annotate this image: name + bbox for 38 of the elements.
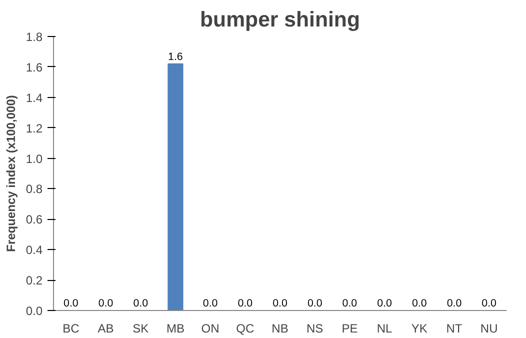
- y-tick-label: 1.0: [26, 152, 43, 166]
- data-label: 0.0: [202, 298, 218, 310]
- y-tick-label: 0.8: [26, 182, 43, 196]
- x-tick-label: MB: [166, 322, 184, 336]
- data-label: 0.0: [133, 298, 148, 310]
- x-tick-label: ON: [201, 322, 220, 336]
- y-axis-title: Frequency index (x100,000): [4, 95, 18, 252]
- x-tick-label: NL: [376, 322, 393, 336]
- y-tick-label: 1.6: [26, 60, 43, 74]
- data-label: 0.0: [446, 298, 462, 310]
- x-tick-label: NS: [306, 322, 324, 336]
- x-tick-label: PE: [342, 322, 358, 336]
- data-label: 0.0: [307, 298, 322, 310]
- data-label: 0.0: [238, 298, 253, 310]
- x-tick-label: QC: [236, 322, 254, 336]
- y-tick-label: 0.0: [26, 304, 43, 318]
- data-label: 1.6: [168, 50, 183, 63]
- x-tick-label: NU: [480, 322, 498, 336]
- y-tick-label: 0.2: [26, 274, 43, 288]
- data-label: 0.0: [98, 298, 114, 310]
- data-label: 0.0: [412, 298, 427, 310]
- x-tick-label: SK: [132, 322, 149, 336]
- x-tick-label: BC: [62, 322, 80, 336]
- x-tick-label: NT: [446, 322, 463, 336]
- data-label: 0.0: [64, 298, 78, 310]
- data-label: 0.0: [272, 298, 288, 310]
- data-label: 0.0: [377, 298, 392, 310]
- y-tick-label: 1.8: [26, 30, 43, 44]
- data-label: 0.0: [482, 298, 497, 310]
- data-label: 0.0: [342, 298, 358, 310]
- x-tick-label: AB: [98, 322, 114, 336]
- x-tick-label: NB: [272, 322, 288, 336]
- y-tick-label: 1.2: [26, 121, 43, 136]
- y-tick-label: 0.4: [26, 243, 43, 258]
- chart-title: bumper shining: [200, 8, 360, 32]
- y-tick-label: 0.6: [26, 212, 43, 227]
- x-tick-label: YK: [411, 322, 428, 336]
- y-tick-label: 1.4: [26, 90, 43, 105]
